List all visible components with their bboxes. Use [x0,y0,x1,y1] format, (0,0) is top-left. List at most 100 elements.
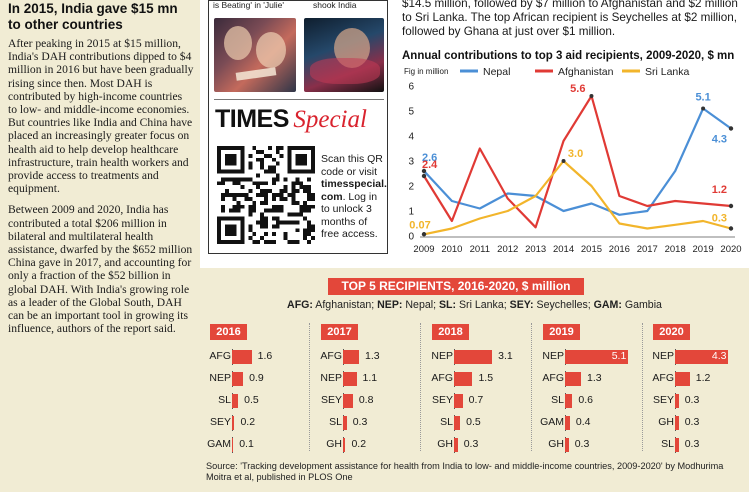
line-chart: Annual contributions to top 3 aid recipi… [402,50,742,255]
qr-finder-pattern [217,146,245,174]
recipient-bar [454,416,461,430]
y-tick-label: 1 [408,207,414,218]
x-tick-label: 2015 [581,244,602,255]
recipient-name: Seychelles; [533,299,594,311]
year-panel-2018: 2018 NEP 3.1 AFG 1.5 SEY 0.7 SL 0.5 GH 0.3 [425,318,529,456]
recipient-value: 0.7 [468,394,484,406]
recipient-row: GH 0.3 [425,435,529,455]
series-peak-dot [589,94,594,98]
qr-code[interactable] [217,146,315,244]
x-tick-label: 2017 [637,244,658,255]
recipient-value: 3.1 [498,350,513,362]
recipient-value: 0.3 [463,438,479,450]
times-special-logo: TIMES Special [215,105,367,134]
recipient-value: 0.5 [466,416,481,428]
panel-separator [309,323,310,451]
source-note: Source: 'Tracking development assistance… [206,461,724,482]
legend-item-sri-lanka: Sri Lanka [622,66,690,78]
promo-poster-image-1[interactable] [214,18,296,92]
times-special-promo: is Beating' in 'Julie' shook India TIMES… [208,0,388,254]
series-peak-dot [701,106,706,111]
recipient-row: NEP 4.3 [646,347,749,367]
recipient-row: NEP 5.1 [536,347,640,367]
line-chart-unit-note: Fig in million [404,67,448,76]
y-tick-label: 3 [408,157,414,168]
recipient-bar [675,438,679,452]
recipient-row-code: AFG [431,372,453,384]
logo-times: TIMES [215,105,289,133]
recipient-row: GAM 0.4 [536,413,640,433]
recipient-row-code: GH [437,438,453,450]
recipient-row: NEP 1.1 [314,369,418,389]
promo-divider [214,99,384,100]
recipient-row: SL 0.5 [425,413,529,433]
promo-caption-right: shook India [313,0,357,10]
recipients-title: TOP 5 RECIPIENTS, 2016-2020, $ million [328,278,584,295]
recipient-row: GH 0.3 [536,435,640,455]
qr-finder-pattern [217,216,245,244]
recipient-row: AFG 1.2 [646,369,749,389]
legend-label: Sri Lanka [645,66,690,78]
recipient-code: NEP: [377,299,403,311]
recipient-row: SEY 0.3 [646,391,749,411]
recipient-bar [565,350,628,364]
recipient-bar [343,416,347,430]
legend-item-afghanistan: Afghanistan [535,66,614,78]
recipient-value: 0.3 [352,416,368,428]
recipient-bar [232,438,234,452]
recipient-bar [675,350,728,364]
recipient-bar [454,372,473,386]
recipient-bar [232,416,235,430]
left-paragraph-2: Between 2009 and 2020, India has contrib… [8,203,193,336]
left-title-line-1: In 2015, India gave $15 mn [8,1,178,16]
recipient-bar [675,416,679,430]
data-label: 1.2 [712,184,727,196]
recipient-value: 1.3 [364,350,380,362]
recipient-bar [565,394,573,408]
recipient-row: SL 0.3 [314,413,418,433]
recipient-bar [232,372,244,386]
recipient-row-code: AFG [320,350,342,362]
series-peak-dot [561,159,566,163]
recipient-row-code: AFG [209,350,231,362]
poster-1-title-strip [235,67,277,81]
recipient-row-code: GH [548,438,564,450]
series-endpoint-dot [728,203,734,209]
recipient-bar [232,394,239,408]
x-tick-label: 2009 [413,244,434,255]
series-line-sri-lanka [423,159,732,236]
panel-separator [642,323,643,451]
recipient-value: 0.6 [578,394,593,406]
recipient-bar [454,438,458,452]
data-label: 5.1 [695,92,710,104]
recipient-bar [343,438,346,452]
poster-2-glow [310,58,380,84]
recipient-row-code: NEP [652,350,674,362]
recipient-bar [565,416,570,430]
recipient-row-code: AFG [542,372,564,384]
promo-poster-image-2[interactable] [304,18,384,92]
recipient-row: GH 0.2 [314,435,418,455]
recipient-row: AFG 1.6 [203,347,307,367]
recipient-legend-item: SEY: Seychelles; [510,299,594,311]
recipient-row-code: SL [551,394,564,406]
recipient-row-code: SEY [320,394,342,406]
recipient-row-code: NEP [542,350,564,362]
recipient-code: SEY: [509,299,534,311]
x-tick-label: 2018 [665,244,686,255]
recipient-name: Sri Lanka; [456,299,510,311]
recipient-bar [232,350,252,364]
recipient-row: AFG 1.5 [425,369,529,389]
top-recipients-panel: TOP 5 RECIPIENTS, 2016-2020, $ million A… [200,268,749,492]
data-label: 2.6 [422,152,437,164]
recipient-value: 0.2 [240,416,256,428]
year-badge: 2017 [321,324,358,340]
recipient-row: AFG 1.3 [536,369,640,389]
promo-site-link[interactable]: timesspecial. com [321,178,387,203]
recipient-row-code: GAM [207,438,231,450]
recipient-bar [343,372,357,386]
year-panel-2020: 2020 NEP 4.3 AFG 1.2 SEY 0.3 GH 0.3 SL 0.3 [646,318,749,456]
recipient-row: GH 0.3 [646,413,749,433]
recipient-value: 0.2 [351,438,367,450]
recipient-legend-item: AFG: Afghanistan; [287,299,377,311]
